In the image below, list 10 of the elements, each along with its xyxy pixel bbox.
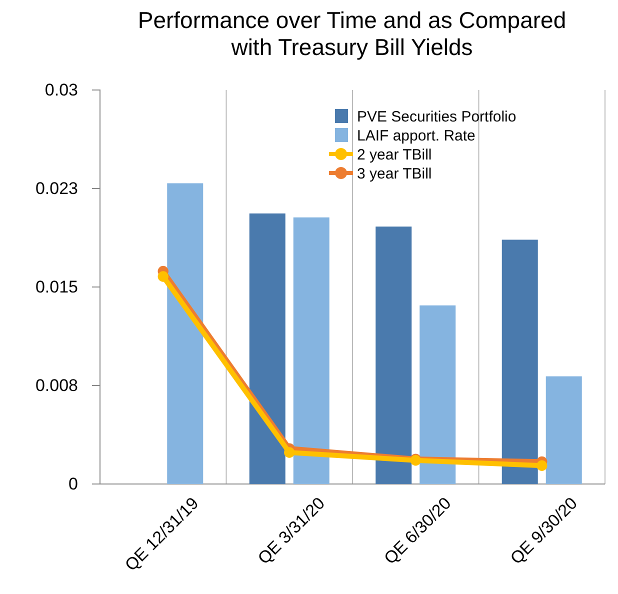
legend-label: 3 year TBill (357, 165, 432, 182)
y-tick-label: 0.015 (35, 277, 78, 296)
y-tick-label: 0 (68, 474, 78, 494)
legend-label: PVE Securities Portfolio (357, 108, 516, 126)
y-tick-label: 0.008 (35, 376, 78, 395)
legend-label: LAIF apport. Rate (357, 127, 476, 144)
y-tick-label: 0.03 (44, 80, 78, 100)
legend-label: 2 year TBill (357, 146, 432, 164)
y-tick-label: 0.023 (35, 178, 78, 198)
chart-title: Performance over Time and as Compared with Treasury Bill Yields (138, 7, 566, 60)
